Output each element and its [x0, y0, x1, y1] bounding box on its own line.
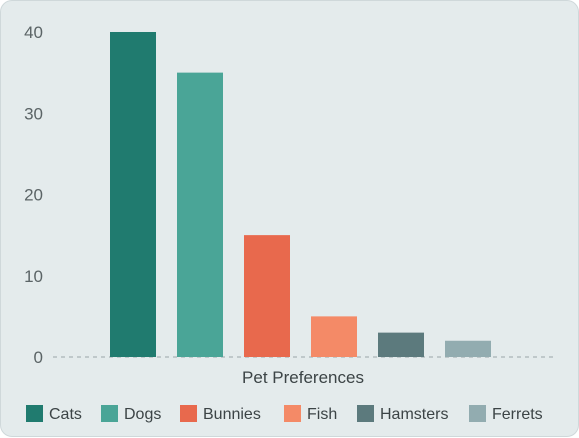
bars	[110, 32, 491, 357]
x-axis-label: Pet Preferences	[242, 368, 364, 387]
legend-label: Fish	[307, 406, 337, 423]
bar-fish[interactable]	[311, 316, 357, 357]
legend-swatch	[26, 405, 43, 422]
legend-item-cats[interactable]: Cats	[26, 405, 82, 423]
y-tick-label: 40	[24, 23, 43, 42]
bar-dogs[interactable]	[177, 72, 223, 357]
legend-label: Bunnies	[203, 406, 261, 423]
legend-item-hamsters[interactable]: Hamsters	[357, 405, 448, 423]
legend-item-dogs[interactable]: Dogs	[101, 405, 161, 423]
y-tick-label: 20	[24, 186, 43, 205]
legend-swatch	[469, 405, 486, 422]
y-axis-ticks: 0 10 20 30 40	[24, 23, 43, 367]
legend-item-fish[interactable]: Fish	[284, 405, 337, 423]
legend[interactable]: Cats Dogs Bunnies Fish Hamsters Ferrets	[26, 405, 543, 423]
legend-swatch	[284, 405, 301, 422]
legend-item-bunnies[interactable]: Bunnies	[180, 405, 261, 423]
y-tick-label: 10	[24, 267, 43, 286]
bar-hamsters[interactable]	[378, 332, 424, 357]
bar-bunnies[interactable]	[244, 235, 290, 357]
legend-label: Ferrets	[492, 406, 543, 423]
bar-ferrets[interactable]	[445, 340, 491, 357]
legend-swatch	[180, 405, 197, 422]
legend-label: Hamsters	[380, 406, 448, 423]
legend-label: Cats	[49, 406, 82, 423]
y-tick-label: 30	[24, 104, 43, 123]
legend-swatch	[357, 405, 374, 422]
y-tick-label: 0	[34, 348, 43, 367]
legend-label: Dogs	[124, 406, 161, 423]
bar-cats[interactable]	[110, 32, 156, 357]
legend-swatch	[101, 405, 118, 422]
legend-item-ferrets[interactable]: Ferrets	[469, 405, 543, 423]
